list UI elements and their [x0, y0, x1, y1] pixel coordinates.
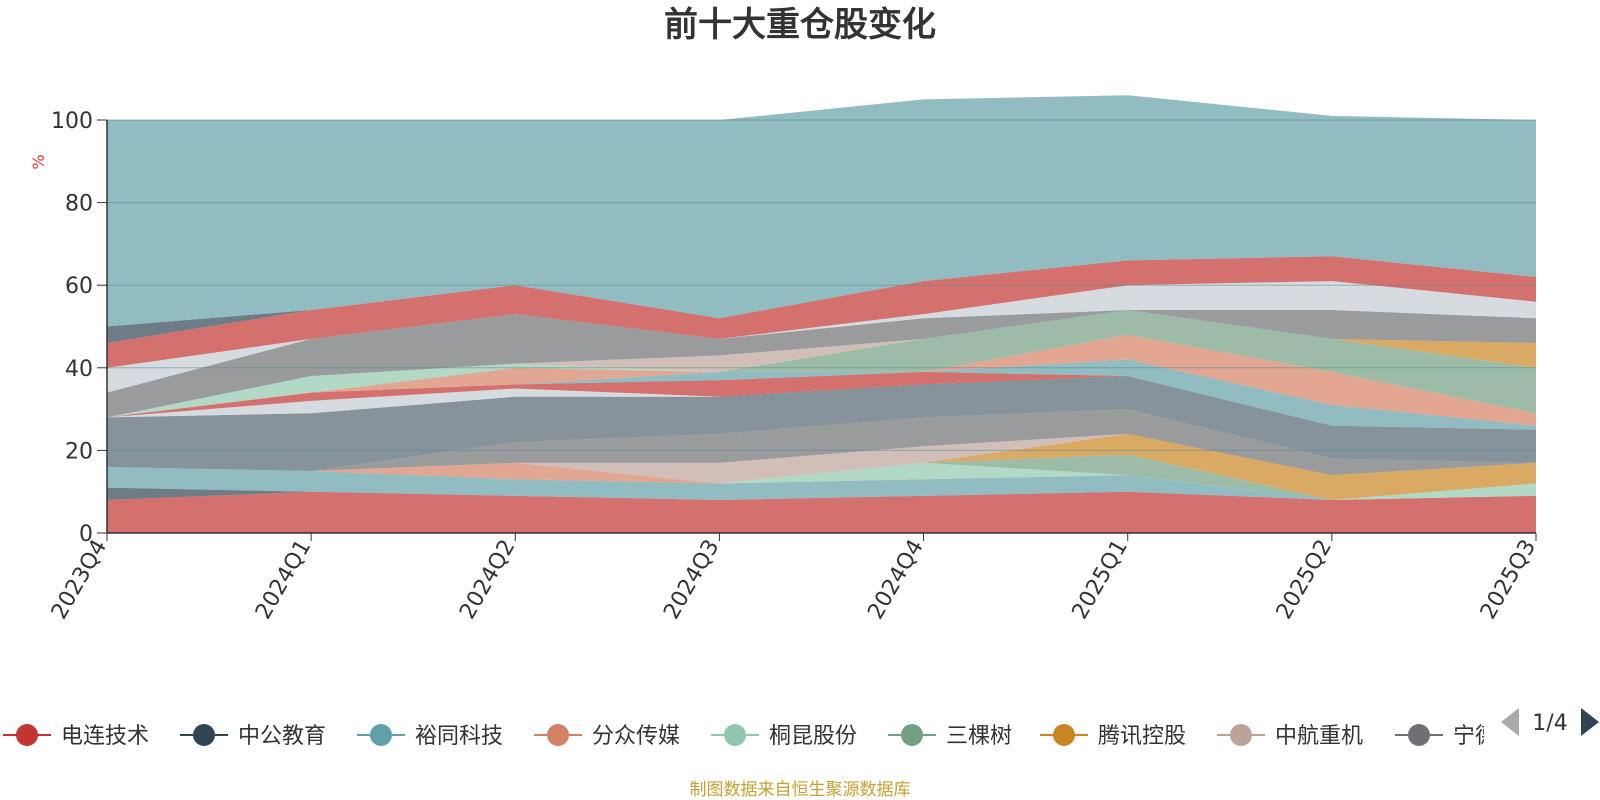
x-tick-label: 2024Q4 — [863, 536, 928, 624]
legend-symbol — [724, 724, 746, 746]
legend-symbol — [901, 724, 923, 746]
x-tick-label: 2025Q3 — [1476, 536, 1541, 624]
legend-item[interactable]: 分众传媒 — [534, 724, 680, 749]
legend-label: 三棵树 — [946, 724, 1012, 749]
x-tick-label: 2025Q2 — [1272, 536, 1337, 624]
legend-symbol — [370, 724, 392, 746]
series-area-21 — [107, 256, 1536, 368]
source-note: 制图数据来自恒生聚源数据库 — [690, 780, 911, 800]
legend-label: 分众传媒 — [592, 724, 680, 749]
legend-symbol — [193, 724, 215, 746]
y-tick-label: 0 — [79, 522, 93, 547]
legend-symbol — [547, 724, 569, 746]
legend-item[interactable]: 中公教育 — [180, 724, 326, 749]
series-area-14 — [107, 334, 1536, 426]
legend-symbol — [16, 724, 38, 746]
legend-pager: 1/4 — [1501, 708, 1599, 736]
legend-prev-icon[interactable] — [1501, 708, 1519, 736]
legend-label: 裕同科技 — [415, 724, 503, 749]
legend-item[interactable]: 电连技术 — [3, 724, 149, 749]
series-areas — [107, 95, 1536, 533]
y-axis-unit: % — [29, 154, 48, 169]
series-area-15 — [107, 334, 1536, 418]
series-area-12 — [107, 371, 1536, 430]
legend-label: 腾讯控股 — [1098, 724, 1186, 749]
legend-item[interactable]: 桐昆股份 — [711, 724, 857, 749]
y-tick-label: 60 — [65, 274, 93, 299]
series-area-9 — [107, 409, 1536, 476]
legend-item[interactable]: 中航重机 — [1217, 724, 1363, 749]
legend-item[interactable]: 三棵树 — [888, 724, 1012, 749]
series-area-3 — [107, 466, 1536, 500]
series-area-13 — [107, 359, 1536, 430]
legend-next-icon[interactable] — [1581, 708, 1599, 736]
x-tick-label: 2025Q1 — [1068, 536, 1133, 624]
x-tick-label: 2024Q1 — [251, 536, 316, 624]
series-area-1 — [107, 491, 1536, 533]
x-tick-label: 2024Q2 — [455, 536, 520, 624]
series-area-23 — [107, 95, 1536, 327]
y-tick-label: 80 — [65, 192, 93, 217]
legend-label: 中航重机 — [1275, 724, 1363, 749]
legend: 电连技术 中公教育 裕同科技 分众传媒 桐昆股份 三棵树 腾讯控股 中航重机 宁德时代 — [3, 724, 1541, 749]
legend-item[interactable]: 腾讯控股 — [1040, 724, 1186, 749]
x-tick-label: 2024Q3 — [659, 536, 724, 624]
series-area-20 — [107, 281, 1536, 393]
series-area-4 — [107, 462, 1536, 500]
legend-label: 宁德时代 — [1453, 724, 1541, 749]
series-area-6 — [107, 454, 1536, 500]
legend-page-indicator: 1/4 — [1532, 711, 1567, 736]
series-area-19 — [107, 309, 1536, 418]
legend-label: 电连技术 — [61, 724, 149, 749]
y-tick-label: 100 — [51, 109, 93, 134]
grid-lines — [107, 119, 1536, 451]
chart-title: 前十大重仓股变化 — [664, 5, 936, 45]
series-area-8 — [107, 433, 1536, 484]
series-area-16 — [107, 309, 1536, 418]
y-tick-label: 40 — [65, 357, 93, 382]
legend-item[interactable]: 宁德时代 — [1395, 724, 1541, 749]
series-area-5 — [107, 462, 1536, 500]
y-tick-label: 20 — [65, 439, 93, 464]
legend-symbol — [1230, 724, 1252, 746]
series-area-11 — [107, 376, 1536, 430]
legend-label: 中公教育 — [238, 724, 326, 749]
legend-symbol — [1408, 724, 1430, 746]
legend-symbol — [1053, 724, 1075, 746]
x-tick-label: 2023Q4 — [47, 536, 112, 624]
legend-label: 桐昆股份 — [769, 724, 857, 749]
series-area-10 — [107, 376, 1536, 472]
legend-item[interactable]: 裕同科技 — [357, 724, 503, 749]
